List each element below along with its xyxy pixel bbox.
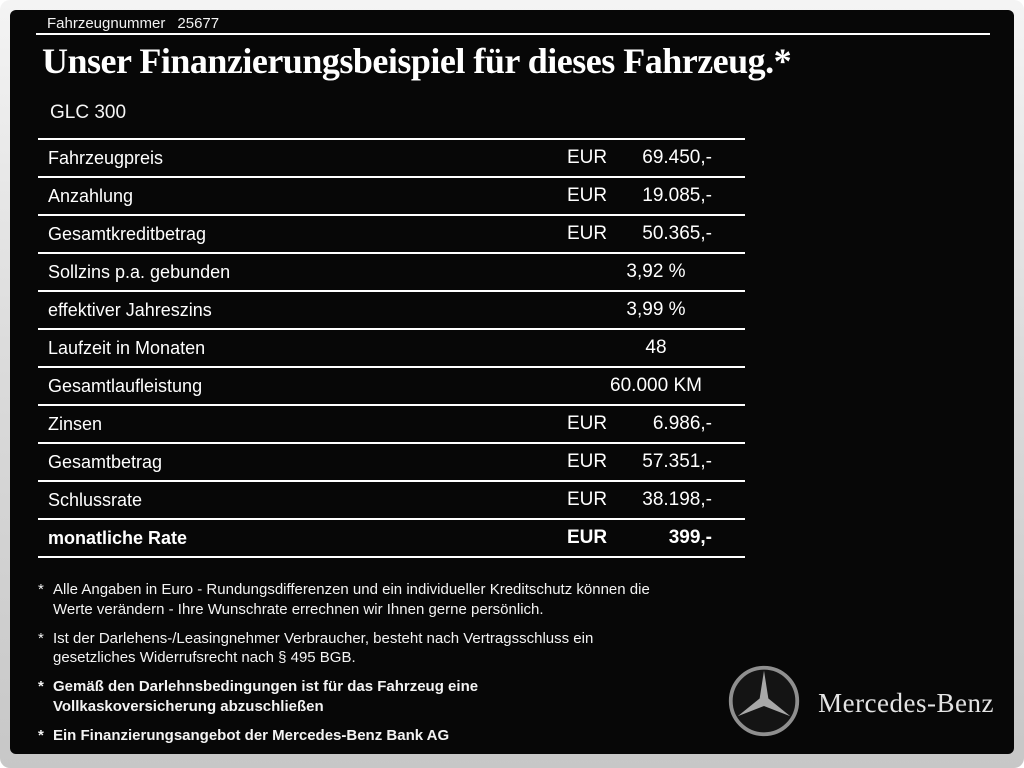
row-value: 399,- [668, 527, 712, 548]
vehicle-number-label: Fahrzeugnummer [47, 15, 166, 32]
row-value: 50.365,- [642, 223, 712, 244]
footnote-rounding: * Alle Angaben in Euro - Rundungsdiffere… [38, 580, 758, 620]
footnote-marker: * [38, 629, 44, 647]
table-row-monatliche-rate: monatliche Rate EUR 399,- [38, 520, 745, 558]
mercedes-star-icon [726, 663, 802, 744]
row-value: 38.198,- [642, 489, 712, 510]
row-label: monatliche Rate [48, 527, 188, 548]
table-row-gesamtbetrag: Gesamtbetrag EUR 57.351,- [38, 444, 745, 482]
table-row-schlussrate: Schlussrate EUR 38.198,- [38, 482, 745, 520]
row-label: Laufzeit in Monaten [48, 337, 206, 358]
row-currency: EUR [567, 147, 608, 168]
row-value: 69.450,- [642, 147, 712, 168]
footnote-marker: * [38, 581, 44, 598]
footnote-text: Ist der Darlehens-/Leasingnehmer Verbrau… [53, 629, 594, 667]
footnote-vollkasko: * Gemäß den Darlehnsbedingungen ist für … [38, 677, 758, 717]
brand-wordmark: Mercedes-Benz [818, 688, 994, 718]
row-value: 3,99 % [626, 299, 686, 320]
brand-area: Mercedes-Benz [726, 663, 994, 744]
footnote-text: Ein Finanzierungsangebot der Mercedes-Be… [53, 726, 450, 744]
row-label: effektiver Jahreszins [48, 299, 212, 320]
table-row-anzahlung: Anzahlung EUR 19.085,- [38, 178, 745, 216]
row-label: Zinsen [48, 413, 103, 434]
row-currency: EUR [567, 451, 608, 472]
row-label: Fahrzeugpreis [48, 147, 164, 168]
table-row-zinsen: Zinsen EUR 6.986,- [38, 406, 745, 444]
row-value: 60.000 KM [610, 375, 702, 396]
footnote-marker: * [38, 678, 44, 696]
footnote-marker: * [38, 726, 44, 744]
row-label: Sollzins p.a. gebunden [48, 261, 231, 282]
table-row-laufzeit: Laufzeit in Monaten 48 [38, 330, 745, 368]
vehicle-number: Fahrzeugnummer 25677 [47, 15, 219, 32]
row-currency: EUR [567, 527, 608, 548]
header-divider [36, 33, 990, 35]
row-label: Gesamtlaufleistung [48, 375, 203, 396]
row-value: 19.085,- [642, 185, 712, 206]
row-currency: EUR [567, 489, 608, 510]
footnotes: * Alle Angaben in Euro - Rundungsdiffere… [38, 580, 758, 755]
table-row-effektiver-jahreszins: effektiver Jahreszins 3,99 % [38, 292, 745, 330]
table-row-sollzins: Sollzins p.a. gebunden 3,92 % [38, 254, 745, 292]
footnote-text: Gemäß den Darlehnsbedingungen ist für da… [53, 678, 479, 715]
table-row-fahrzeugpreis: Fahrzeugpreis EUR 69.450,- [38, 140, 745, 178]
finance-sheet: Fahrzeugnummer 25677 Unser Finanzierungs… [10, 10, 1014, 754]
row-currency: EUR [567, 185, 608, 206]
footnote-text: Alle Angaben in Euro - Rundungsdifferenz… [53, 581, 650, 618]
footnote-bank: * Ein Finanzierungsangebot der Mercedes-… [38, 726, 758, 746]
table-row-gesamtkreditbetrag: Gesamtkreditbetrag EUR 50.365,- [38, 216, 745, 254]
row-value: 6.986,- [652, 413, 712, 434]
row-label: Anzahlung [48, 185, 134, 206]
row-currency: EUR [567, 413, 608, 434]
row-label: Schlussrate [48, 489, 143, 510]
page-title: Unser Finanzierungsbeispiel für dieses F… [42, 41, 792, 81]
table-row-gesamtlaufleistung: Gesamtlaufleistung 60.000 KM [38, 368, 745, 406]
row-currency: EUR [567, 223, 608, 244]
row-value: 3,92 % [626, 261, 686, 282]
vehicle-number-value: 25677 [177, 15, 220, 32]
row-label: Gesamtkreditbetrag [48, 223, 207, 244]
row-value: 57.351,- [642, 451, 712, 472]
footnote-widerrufsrecht: * Ist der Darlehens-/Leasingnehmer Verbr… [38, 629, 758, 669]
row-value: 48 [645, 337, 667, 358]
row-label: Gesamtbetrag [48, 451, 163, 472]
finance-table: Fahrzeugpreis EUR 69.450,- Anzahlung EUR… [38, 138, 745, 558]
model-name: GLC 300 [50, 102, 127, 123]
